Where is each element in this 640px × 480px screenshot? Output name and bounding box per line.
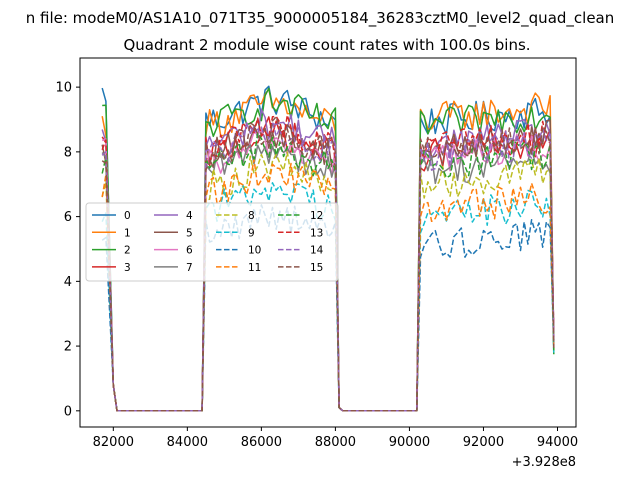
legend-label-13: 13 xyxy=(310,227,323,239)
x-axis: 82000 84000 86000 88000 90000 92000 94000 xyxy=(93,427,578,450)
axes-frame xyxy=(79,57,577,428)
legend-label-9: 9 xyxy=(248,227,255,239)
series-line-12 xyxy=(101,132,555,412)
y-tick-label-4: 4 xyxy=(64,275,72,290)
y-tick-label-10: 10 xyxy=(55,81,72,96)
x-tick-label-88000: 88000 xyxy=(315,435,356,450)
x-tick-label-82000: 82000 xyxy=(93,435,134,450)
x-tick-label-94000: 94000 xyxy=(537,435,578,450)
legend-label-5: 5 xyxy=(186,227,193,239)
series-layer xyxy=(101,85,555,412)
legend-box xyxy=(85,202,339,282)
chart-title: Quadrant 2 module wise count rates with … xyxy=(123,36,530,54)
series-line-15 xyxy=(101,116,555,412)
y-tick-label-8: 8 xyxy=(64,145,72,160)
x-offset-label: +3.928e8 xyxy=(512,455,576,470)
legend-label-14: 14 xyxy=(310,245,324,257)
y-tick-label-6: 6 xyxy=(64,210,72,225)
legend-label-15: 15 xyxy=(310,262,323,274)
figure-suptitle: n file: modeM0/AS1A10_071T35_9000005184_… xyxy=(26,9,615,28)
legend-label-1: 1 xyxy=(124,227,131,239)
x-tick-label-90000: 90000 xyxy=(389,435,430,450)
legend-label-10: 10 xyxy=(248,245,261,257)
legend-label-11: 11 xyxy=(248,262,261,274)
legend-label-7: 7 xyxy=(186,262,193,274)
x-tick-label-92000: 92000 xyxy=(463,435,504,450)
legend-label-12: 12 xyxy=(310,210,323,222)
y-tick-label-0: 0 xyxy=(64,404,72,419)
y-axis: 0 2 4 6 8 10 xyxy=(55,81,80,419)
x-tick-label-86000: 86000 xyxy=(241,435,282,450)
y-tick-label-2: 2 xyxy=(64,340,72,355)
legend-label-3: 3 xyxy=(124,262,131,274)
legend-label-8: 8 xyxy=(248,210,255,222)
x-tick-label-84000: 84000 xyxy=(167,435,208,450)
legend-label-0: 0 xyxy=(124,210,131,222)
legend-label-4: 4 xyxy=(186,210,193,222)
legend-label-6: 6 xyxy=(186,245,193,257)
legend-label-2: 2 xyxy=(124,245,131,257)
